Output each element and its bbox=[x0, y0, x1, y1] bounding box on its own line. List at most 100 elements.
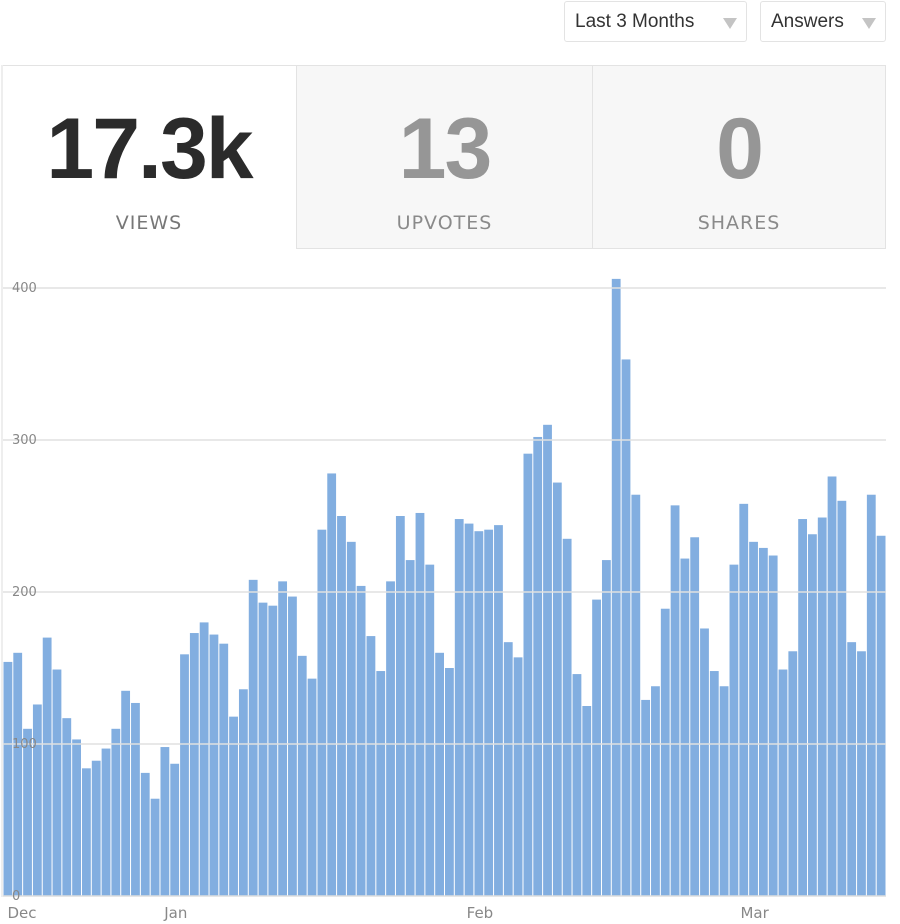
bar-jan-25[interactable] bbox=[405, 560, 415, 896]
bar-jan-28[interactable] bbox=[435, 652, 444, 896]
bar-jan-16[interactable] bbox=[317, 529, 327, 896]
bar-feb-7[interactable] bbox=[533, 436, 543, 896]
bar-jan-20[interactable] bbox=[356, 585, 366, 896]
bar-feb-28[interactable] bbox=[739, 503, 749, 896]
bar-feb-6[interactable] bbox=[523, 453, 533, 896]
bar-mar-5[interactable] bbox=[788, 651, 798, 896]
bar-dec-18[interactable] bbox=[32, 704, 42, 896]
bar-dec-25[interactable] bbox=[101, 748, 111, 896]
bar-dec-30[interactable] bbox=[150, 798, 160, 896]
bar-dec-21[interactable] bbox=[62, 718, 72, 896]
date-range-dropdown[interactable]: Last 3 Months bbox=[564, 1, 747, 42]
bar-jan-12[interactable] bbox=[278, 581, 288, 896]
bar-feb-26[interactable] bbox=[719, 686, 729, 896]
bar-dec-17[interactable] bbox=[23, 728, 32, 896]
bar-mar-6[interactable] bbox=[798, 519, 808, 896]
bar-dec-26[interactable] bbox=[111, 728, 121, 896]
bar-jan-2[interactable] bbox=[180, 654, 189, 896]
bar-dec-28[interactable] bbox=[131, 702, 140, 896]
bar-mar-12[interactable] bbox=[857, 651, 866, 896]
bar-feb-20[interactable] bbox=[660, 608, 670, 896]
bar-mar-10[interactable] bbox=[837, 500, 847, 896]
bar-feb-5[interactable] bbox=[513, 657, 523, 896]
bar-jan-14[interactable] bbox=[297, 655, 307, 896]
x-tick-label: Dec bbox=[7, 904, 36, 922]
bar-feb-2[interactable] bbox=[484, 529, 494, 896]
bar-dec-24[interactable] bbox=[91, 760, 101, 896]
bar-feb-13[interactable] bbox=[592, 599, 601, 896]
bar-feb-23[interactable] bbox=[690, 537, 700, 896]
bar-mar-1[interactable] bbox=[749, 541, 758, 896]
bar-feb-27[interactable] bbox=[729, 564, 739, 896]
bar-jan-13[interactable] bbox=[288, 596, 297, 896]
bar-jan-4[interactable] bbox=[199, 622, 209, 896]
y-tick-label: 200 bbox=[12, 585, 37, 600]
bar-mar-13[interactable] bbox=[866, 494, 876, 896]
tab-shares[interactable]: 0 SHARES bbox=[592, 66, 886, 249]
bar-jan-3[interactable] bbox=[189, 633, 199, 896]
bar-jan-26[interactable] bbox=[415, 512, 425, 896]
bar-dec-31[interactable] bbox=[160, 747, 170, 896]
bar-jan-27[interactable] bbox=[425, 564, 435, 896]
x-tick-label: Jan bbox=[163, 904, 187, 922]
bar-jan-22[interactable] bbox=[376, 671, 386, 896]
bar-feb-19[interactable] bbox=[651, 686, 660, 896]
bar-feb-8[interactable] bbox=[543, 424, 552, 896]
bar-jan-7[interactable] bbox=[229, 716, 238, 896]
bar-feb-21[interactable] bbox=[670, 505, 680, 896]
bar-jan-9[interactable] bbox=[248, 579, 258, 896]
bar-mar-8[interactable] bbox=[817, 517, 827, 896]
bar-jan-29[interactable] bbox=[445, 668, 454, 896]
bar-jan-11[interactable] bbox=[268, 605, 278, 896]
bar-feb-15[interactable] bbox=[611, 278, 621, 896]
bar-feb-12[interactable] bbox=[582, 706, 592, 896]
bar-dec-22[interactable] bbox=[72, 739, 81, 896]
bar-jan-17[interactable] bbox=[327, 473, 337, 896]
bar-jan-6[interactable] bbox=[219, 643, 229, 896]
bar-feb-4[interactable] bbox=[503, 642, 513, 896]
bar-mar-14[interactable] bbox=[876, 535, 886, 896]
bar-jan-15[interactable] bbox=[307, 678, 317, 896]
bar-dec-27[interactable] bbox=[121, 690, 131, 896]
bar-jan-18[interactable] bbox=[337, 516, 346, 896]
bar-mar-9[interactable] bbox=[827, 476, 837, 896]
bar-feb-1[interactable] bbox=[474, 531, 484, 896]
bar-feb-10[interactable] bbox=[562, 538, 572, 896]
bar-feb-14[interactable] bbox=[601, 560, 611, 896]
bar-jan-30[interactable] bbox=[454, 519, 464, 896]
bar-dec-19[interactable] bbox=[42, 637, 52, 896]
bar-jan-5[interactable] bbox=[209, 634, 219, 896]
bar-dec-20[interactable] bbox=[52, 669, 62, 896]
bar-dec-29[interactable] bbox=[140, 772, 150, 896]
bar-jan-10[interactable] bbox=[258, 602, 268, 896]
bar-feb-22[interactable] bbox=[680, 558, 690, 896]
bar-jan-1[interactable] bbox=[170, 763, 180, 896]
bar-jan-31[interactable] bbox=[464, 523, 474, 896]
bar-mar-11[interactable] bbox=[847, 642, 857, 896]
bar-mar-2[interactable] bbox=[758, 547, 768, 896]
bar-feb-17[interactable] bbox=[631, 494, 641, 896]
tab-views[interactable]: 17.3k VIEWS bbox=[2, 66, 296, 249]
bar-feb-9[interactable] bbox=[552, 482, 562, 896]
bar-jan-24[interactable] bbox=[395, 516, 405, 896]
content-type-dropdown[interactable]: Answers bbox=[760, 1, 886, 42]
bar-jan-8[interactable] bbox=[238, 689, 248, 896]
bar-mar-3[interactable] bbox=[768, 555, 778, 896]
bar-feb-11[interactable] bbox=[572, 674, 582, 896]
bar-mar-7[interactable] bbox=[808, 534, 817, 896]
bar-feb-25[interactable] bbox=[709, 671, 719, 896]
bar-feb-16[interactable] bbox=[621, 359, 631, 896]
bar-jan-19[interactable] bbox=[346, 541, 356, 896]
bar-mar-4[interactable] bbox=[778, 669, 788, 896]
bar-jan-23[interactable] bbox=[386, 581, 395, 896]
bar-feb-3[interactable] bbox=[494, 525, 503, 896]
bar-jan-21[interactable] bbox=[366, 636, 376, 896]
bar-dec-23[interactable] bbox=[81, 768, 91, 896]
bar-dec-15[interactable] bbox=[3, 661, 13, 896]
tab-upvotes[interactable]: 13 UPVOTES bbox=[296, 66, 592, 249]
bar-dec-16[interactable] bbox=[13, 652, 23, 896]
stats-tabs: 17.3k VIEWS 13 UPVOTES 0 SHARES bbox=[2, 65, 886, 249]
bar-feb-24[interactable] bbox=[700, 628, 709, 896]
bar-feb-18[interactable] bbox=[641, 699, 651, 896]
